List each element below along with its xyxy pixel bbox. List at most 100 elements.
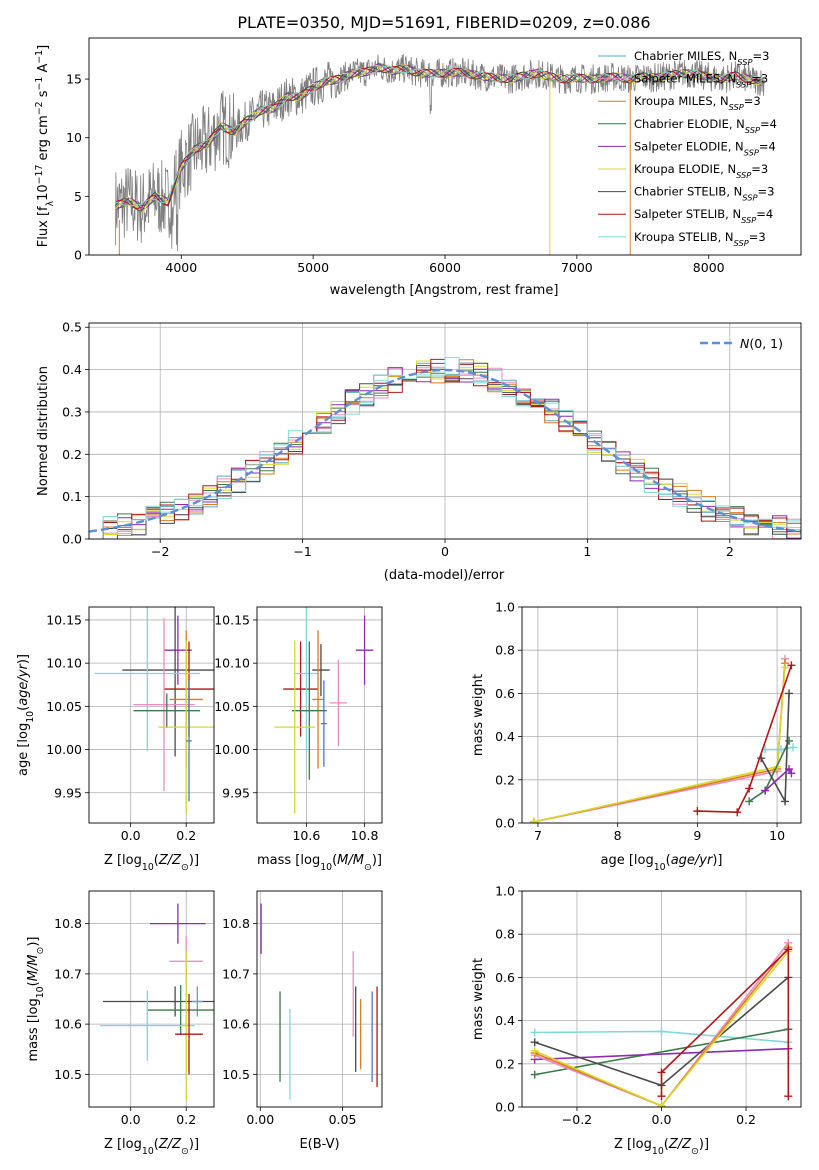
legend-entry: N(0, 1) [740, 336, 783, 351]
errorbar-point [312, 630, 324, 769]
plus-marker [781, 663, 790, 672]
plus-marker [693, 807, 702, 816]
x-axis-label: wavelength [Angstrom, rest frame] [330, 283, 559, 298]
errorbar-point [283, 641, 319, 737]
x-tick-label: 0.0 [121, 1112, 141, 1127]
y-axis-label: mass weight [471, 674, 486, 756]
weight-line [534, 1028, 789, 1076]
errorbar-point [122, 607, 214, 757]
x-axis-label: E(B-V) [299, 1137, 339, 1152]
plus-marker [530, 1038, 539, 1047]
plot-area [260, 903, 378, 1100]
plus-marker [733, 808, 742, 817]
x-tick-label: 8 [614, 828, 622, 843]
plus-marker [529, 817, 538, 823]
y-tick-label: 0.0 [495, 1100, 515, 1115]
y-tick-label: 0.0 [62, 532, 82, 547]
y-tick-label: 0.2 [495, 772, 515, 787]
x-tick-label: −2 [151, 544, 169, 559]
y-tick-label: 0.0 [495, 816, 515, 831]
x-tick-label: 10.8 [351, 828, 379, 843]
x-tick-label: 7 [534, 828, 542, 843]
x-axis-label: Z [log10(Z/Z⊙)] [104, 853, 199, 873]
plus-marker [777, 745, 786, 754]
model-fit-line [115, 62, 762, 211]
y-tick-label: 0.5 [62, 320, 82, 335]
errorbar-point [191, 986, 203, 1017]
y-tick-label: 10.15 [46, 612, 82, 627]
plus-marker [657, 1068, 666, 1077]
plus-marker [657, 1092, 666, 1101]
legend-entry: Salpeter MILES, NSSP=3 [634, 72, 768, 90]
plus-marker [785, 765, 794, 773]
plot-area [89, 357, 801, 539]
x-tick-label: 10 [769, 828, 785, 843]
errorbar-point [100, 990, 195, 1061]
legend-entry: Salpeter STELIB, NSSP=4 [634, 207, 773, 225]
panel-mass_vs_ebv: 0.00 0.05 10.5 10.6 10.7 10.8 E(B-V) [222, 890, 383, 1152]
errorbar-point [150, 903, 206, 944]
plus-marker [784, 1092, 793, 1101]
y-tick-label: 0.2 [62, 447, 82, 462]
axes-frame [521, 890, 802, 1108]
axes-frame [88, 606, 215, 824]
x-tick-label: 0.2 [736, 1112, 756, 1127]
histogram-step [89, 357, 801, 539]
model-fit-line [115, 64, 762, 213]
x-tick-label: 9 [693, 828, 701, 843]
normal-curve [89, 368, 801, 533]
x-tick-label: 2 [726, 544, 734, 559]
model-fit-line [115, 65, 762, 207]
x-tick-label: 0.05 [329, 1112, 357, 1127]
x-tick-label: 0.2 [176, 828, 196, 843]
x-tick-label: 10.6 [292, 828, 320, 843]
y-tick-label: 0.6 [495, 686, 515, 701]
x-tick-label: 7000 [561, 260, 593, 275]
plus-marker [761, 786, 770, 795]
plus-marker [785, 689, 794, 698]
x-axis-label: age [log10(age/yr)] [600, 853, 722, 873]
y-tick-label: 10.15 [214, 612, 250, 627]
plus-marker [745, 784, 754, 793]
x-tick-label: −0.2 [562, 1112, 592, 1127]
y-tick-label: 10.05 [214, 699, 250, 714]
x-tick-label: 0.00 [246, 1112, 274, 1127]
y-tick-label: 10.7 [54, 966, 82, 981]
y-tick-label: 9.95 [54, 785, 82, 800]
x-tick-label: −1 [293, 544, 311, 559]
y-tick-label: 0.8 [495, 927, 515, 942]
y-tick-label: 15 [66, 72, 82, 87]
y-axis-label: age [log10(age/yr)] [16, 654, 36, 776]
plus-marker [530, 1070, 539, 1079]
legend-entry: Chabrier STELIB, NSSP=3 [634, 185, 774, 203]
y-axis-label: Normed distribution [36, 366, 51, 496]
x-axis-label: Z [log10(Z/Z⊙)] [614, 1137, 709, 1157]
errorbar-point [102, 986, 214, 1017]
axes-frame [88, 37, 802, 256]
weight-line [533, 663, 786, 823]
y-tick-label: 10.10 [214, 656, 250, 671]
plot-area [100, 903, 214, 1101]
x-tick-label: 8000 [693, 260, 725, 275]
y-tick-label: 0.4 [495, 1013, 515, 1028]
legend-entry: Kroupa STELIB, NSSP=3 [634, 230, 766, 248]
errorbar-point [133, 693, 201, 728]
axes-frame [256, 606, 383, 824]
model-fit-line [115, 65, 762, 212]
panel-weight_vs_age: 7 8 9 10 0.0 0.2 0.4 0.6 0.8 1.0 age [log10(age/yr… [471, 600, 802, 873]
y-tick-label: 10 [66, 130, 82, 145]
y-axis-label: Flux [fλ10−17 erg cm−2 s−1 A−1] [34, 45, 56, 247]
y-tick-label: 0.6 [495, 970, 515, 985]
legend-entry: Chabrier MILES, NSSP=3 [634, 49, 769, 67]
panel-residual_hist: −2 −1 0 1 2 0.0 0.1 0.2 0.3 0.4 0.5 N(0, 1) (data-mo… [36, 320, 802, 583]
errorbar-point [294, 607, 319, 752]
y-tick-label: 10.5 [222, 1067, 250, 1082]
plus-marker [787, 661, 796, 670]
y-tick-label: 10.5 [54, 1067, 82, 1082]
y-tick-label: 0.4 [495, 729, 515, 744]
errorbar-point [133, 618, 195, 792]
plot-area [529, 654, 798, 823]
plus-marker [781, 797, 790, 806]
y-tick-label: 10.05 [46, 699, 82, 714]
